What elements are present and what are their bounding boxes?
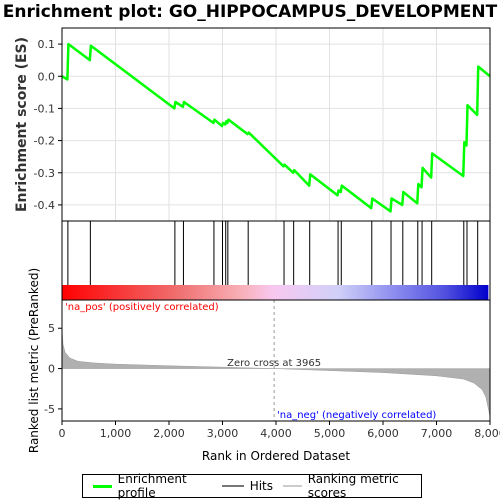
es-panel: 0.1 0.0 -0.1 -0.2 -0.3 -0.4 bbox=[34, 27, 491, 222]
legend-hits-label: Hits bbox=[249, 479, 274, 493]
legend: Enrichment profile Hits Ranking metric s… bbox=[82, 472, 422, 500]
es-y-tick-label: -0.3 bbox=[34, 167, 55, 180]
x-tick-label: 5,000 bbox=[314, 427, 346, 440]
hits-panel bbox=[61, 220, 491, 301]
legend-metric-label: Ranking metric scores bbox=[307, 472, 399, 500]
ranking-metric-area bbox=[61, 328, 491, 418]
x-tick-label: 0 bbox=[59, 427, 66, 440]
enrichment-profile-line bbox=[61, 42, 491, 213]
x-tick-label: 6,000 bbox=[367, 427, 399, 440]
x-tick-label: 3,000 bbox=[207, 427, 239, 440]
es-y-tick-label: 0.1 bbox=[38, 38, 56, 51]
metric-y-tick-label: -5 bbox=[44, 403, 55, 416]
rank-gradient-bar bbox=[62, 285, 489, 300]
legend-hits-swatch bbox=[221, 485, 244, 487]
metric-y-tick-label: 5 bbox=[48, 322, 55, 335]
x-tick-label: 8,000 bbox=[474, 427, 500, 440]
metric-panel: 5 0 -5 0 1,000 2,000 3,000 4,000 5,000 6,000 7,000… bbox=[44, 299, 500, 440]
x-axis-label: Rank in Ordered Dataset bbox=[202, 449, 350, 463]
metric-axis-label: Ranked list metric (PreRanked) bbox=[27, 268, 41, 453]
x-tick-label: 2,000 bbox=[153, 427, 185, 440]
es-y-tick-label: 0.0 bbox=[38, 70, 56, 83]
x-tick-label: 4,000 bbox=[260, 427, 292, 440]
es-y-tick-label: -0.1 bbox=[34, 102, 55, 115]
negative-correlation-label: 'na_neg' (negatively correlated) bbox=[277, 410, 436, 421]
positive-correlation-label: 'na_pos' (positively correlated) bbox=[65, 302, 219, 313]
es-y-tick-label: -0.4 bbox=[34, 199, 55, 212]
legend-item-metric: Ranking metric scores bbox=[283, 472, 421, 500]
legend-item-profile: Enrichment profile bbox=[93, 472, 212, 500]
legend-profile-label: Enrichment profile bbox=[117, 472, 187, 500]
es-axis-label: Enrichment score (ES) bbox=[14, 37, 30, 212]
x-tick-label: 1,000 bbox=[100, 427, 132, 440]
chart-title: Enrichment plot: GO_HIPPOCAMPUS_DEVELOPM… bbox=[2, 2, 498, 22]
es-y-tick-label: -0.2 bbox=[34, 135, 55, 148]
metric-y-tick-label: 0 bbox=[48, 363, 55, 376]
zero-cross-label: Zero cross at 3965 bbox=[227, 358, 321, 369]
legend-profile-swatch bbox=[93, 484, 112, 488]
legend-metric-swatch bbox=[283, 485, 302, 487]
x-tick-label: 7,000 bbox=[421, 427, 453, 440]
legend-item-hits: Hits bbox=[221, 479, 274, 493]
